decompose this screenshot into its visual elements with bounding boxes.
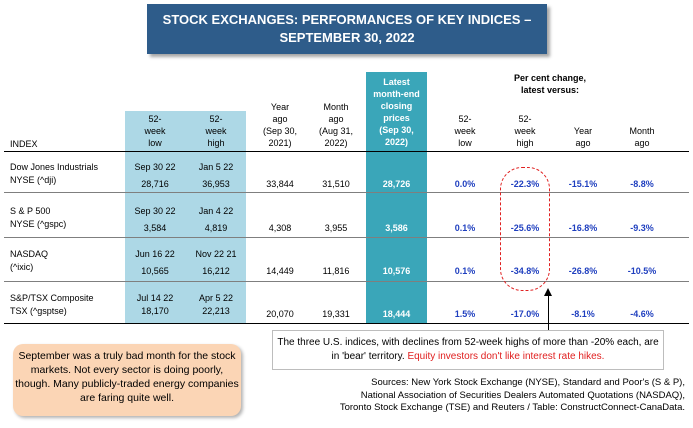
row-dow-high-value: 36,953: [202, 179, 230, 189]
row-sp500-pct-month: -9.3%: [630, 223, 654, 233]
sources-line-2: National Association of Securities Deale…: [360, 389, 685, 401]
row-sp500-latest: 3,586: [385, 223, 408, 233]
row-dow-low-date: Sep 30 22: [134, 162, 176, 172]
row-sp500-pct-year: -16.8%: [568, 223, 598, 233]
header-pct-52-week-high: 52- week high: [514, 114, 536, 148]
header-percent-change-group: Per cent change, latest versus:: [513, 73, 587, 95]
header-pct-year-ago: Year ago: [573, 126, 593, 148]
row-tsx-pct-high: -17.0%: [510, 309, 540, 319]
bear-territory-highlight-oval: [500, 167, 550, 291]
row-tsx-month-ago: 19,331: [322, 309, 350, 319]
header-latest-closing: Latest month-end closing prices (Sep 30, 2022…: [373, 77, 420, 147]
row-dow-pct-year: -15.1%: [568, 179, 598, 189]
row-tsx-pct-month: -4.6%: [630, 309, 654, 319]
row-tsx-name-2: TSX (^gsptse): [10, 306, 67, 316]
row-nasdaq-pct-month: -10.5%: [627, 266, 657, 276]
row-nasdaq-high-value: 16,212: [202, 266, 230, 276]
row-rule-2: [4, 237, 689, 238]
row-nasdaq-name-1: NASDAQ: [10, 249, 49, 259]
title-line-1: STOCK EXCHANGES: PERFORMANCES OF KEY IND…: [162, 12, 532, 27]
row-tsx-year-ago: 20,070: [266, 309, 294, 319]
row-nasdaq-low-value: 10,565: [141, 266, 169, 276]
annotation-arrow-line: [548, 292, 549, 330]
row-tsx-pct-year: -8.1%: [571, 309, 595, 319]
row-nasdaq-high-date: Nov 22 21: [195, 249, 237, 259]
row-tsx-pct-low: 1.5%: [454, 309, 476, 319]
header-index: INDEX: [10, 139, 38, 149]
row-nasdaq-pct-low: 0.1%: [454, 266, 476, 276]
row-nasdaq-pct-high: -34.8%: [510, 266, 540, 276]
row-sp500-pct-low: 0.1%: [454, 223, 476, 233]
row-dow-low-value: 28,716: [141, 179, 169, 189]
header-month-ago: Month ago (Aug 31, 2022): [318, 102, 354, 148]
row-dow-pct-high: -22.3%: [510, 179, 540, 189]
row-sp500-low-date: Sep 30 22: [134, 206, 176, 216]
row-tsx-high-value: 22,213: [202, 306, 230, 316]
row-nasdaq-low-date: Jun 16 22: [135, 249, 175, 259]
title-line-2: SEPTEMBER 30, 2022: [279, 30, 415, 45]
row-dow-name-2: NYSE (^dji): [10, 175, 57, 185]
row-nasdaq-latest: 10,576: [382, 266, 411, 276]
sources-footnote: Sources: New York Stock Exchange (NYSE),…: [340, 377, 685, 415]
row-dow-pct-low: 0.0%: [454, 179, 476, 189]
header-52-week-low: 52- week low: [144, 114, 166, 148]
row-sp500-month-ago: 3,955: [324, 223, 348, 233]
note-text: The three U.S. indices, with declines fr…: [277, 337, 659, 362]
row-dow-pct-month: -8.8%: [630, 179, 654, 189]
row-sp500-low-value: 3,584: [143, 223, 167, 233]
row-dow-high-date: Jan 5 22: [198, 162, 234, 172]
row-sp500-pct-high: -25.6%: [510, 223, 540, 233]
52-week-columns-band: [125, 111, 246, 323]
row-nasdaq-name-2: (^ixic): [10, 262, 34, 272]
bottom-rule: [4, 323, 689, 324]
header-pct-month-ago: Month ago: [629, 126, 655, 148]
september-callout: September was a truly bad month for the …: [13, 344, 241, 416]
row-tsx-low-date: Jul 14 22: [136, 293, 174, 303]
row-sp500-high-date: Jan 4 22: [198, 206, 234, 216]
header-52-week-high: 52- week high: [205, 114, 227, 148]
row-nasdaq-month-ago: 11,816: [322, 266, 350, 276]
row-sp500-high-value: 4,819: [204, 223, 228, 233]
row-sp500-year-ago: 4,308: [268, 223, 292, 233]
row-dow-month-ago: 31,510: [322, 179, 350, 189]
row-nasdaq-pct-year: -26.8%: [568, 266, 598, 276]
row-dow-latest: 28,726: [382, 179, 411, 189]
header-rule: [4, 151, 689, 152]
bear-territory-note: The three U.S. indices, with declines fr…: [272, 330, 664, 370]
page-title: STOCK EXCHANGES: PERFORMANCES OF KEY IND…: [147, 4, 547, 54]
header-pct-52-week-low: 52- week low: [454, 114, 476, 148]
note-highlight: Equity investors don't like interest rat…: [407, 351, 605, 362]
row-tsx-latest: 18,444: [382, 309, 411, 319]
row-dow-year-ago: 33,844: [266, 179, 294, 189]
row-rule-1: [4, 192, 689, 193]
header-year-ago: Year ago (Sep 30, 2021): [262, 102, 298, 148]
row-rule-3: [4, 281, 689, 282]
sources-line-3: Toronto Stock Exchange (TSE) and Reuters…: [339, 402, 685, 413]
row-tsx-low-value: 18,170: [141, 306, 169, 316]
row-sp500-name-2: NYSE (^gspc): [10, 219, 67, 229]
row-sp500-name-1: S & P 500: [10, 206, 51, 216]
row-dow-name-1: Dow Jones Industrials: [10, 162, 99, 172]
row-tsx-name-1: S&P/TSX Composite: [10, 293, 94, 303]
row-tsx-high-date: Apr 5 22: [198, 293, 234, 303]
sources-line-1: Sources: New York Stock Exchange (NYSE),…: [371, 377, 685, 388]
row-nasdaq-year-ago: 14,449: [266, 266, 294, 276]
